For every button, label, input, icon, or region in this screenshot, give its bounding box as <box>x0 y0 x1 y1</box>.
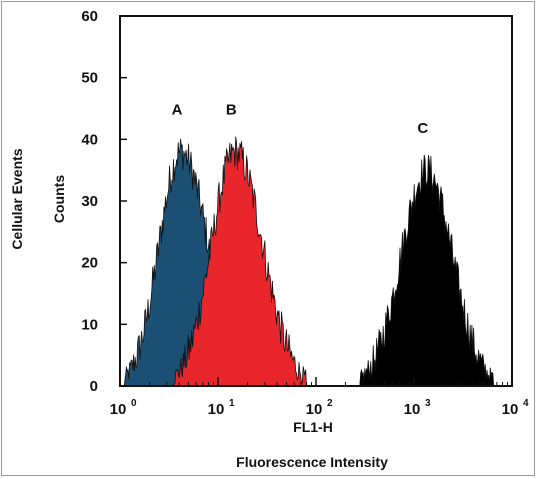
x-tick-label: 10 <box>404 401 421 418</box>
series-layer <box>123 136 495 387</box>
x-axis-title: FL1-H <box>293 419 333 435</box>
x-tick-exponent: 0 <box>131 398 137 409</box>
y-tick-label: 30 <box>81 193 98 210</box>
series-label-C: C <box>417 120 428 137</box>
series-label-A: A <box>172 102 183 119</box>
x-tick-exponent: 3 <box>425 398 431 409</box>
x-tick-label: 10 <box>110 401 127 418</box>
y-tick-label: 20 <box>81 255 98 272</box>
x-tick-label: 10 <box>208 401 225 418</box>
x-tick-exponent: 1 <box>229 398 235 409</box>
y-tick-label: 60 <box>81 8 98 25</box>
y-axis-title-2: Cellular Events <box>9 148 25 249</box>
y-tick-label: 10 <box>81 316 98 333</box>
x-tick-exponent: 4 <box>523 398 529 409</box>
label-layer: A B C <box>172 102 429 138</box>
y-axis-title: Counts <box>51 175 67 223</box>
x-axis-title-2: Fluorescence Intensity <box>236 454 388 470</box>
x-tick-exponent: 2 <box>327 398 333 409</box>
y-tick-label: 50 <box>81 70 98 87</box>
series-C-area <box>359 154 495 387</box>
series-B-area <box>172 136 307 387</box>
axis-layer: 0 10 20 30 40 50 60 10 0 10 1 10 2 10 3 10 4 <box>81 8 529 418</box>
y-tick-label: 40 <box>81 131 98 148</box>
x-tick-label: 10 <box>306 401 323 418</box>
y-tick-label: 0 <box>90 378 98 395</box>
x-tick-label: 10 <box>502 401 519 418</box>
series-label-B: B <box>226 102 237 119</box>
